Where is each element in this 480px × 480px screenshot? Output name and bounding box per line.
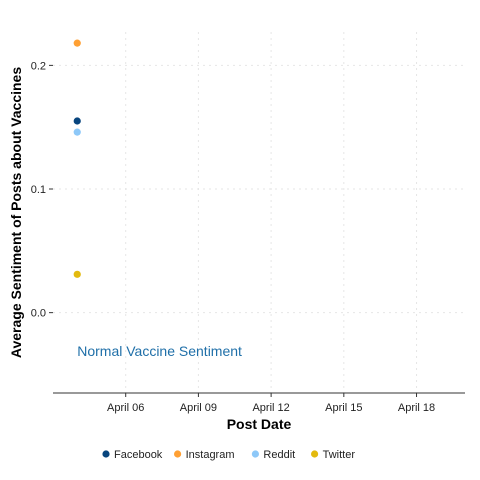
- legend: Facebook Instagram Reddit Twitter: [102, 449, 355, 461]
- grid-lines: [53, 32, 465, 393]
- legend-label-twitter: Twitter: [323, 449, 356, 461]
- y-tick-label: 0.2: [31, 60, 46, 72]
- legend-key-reddit: [251, 450, 259, 458]
- x-tick-label: April 15: [325, 402, 362, 414]
- legend-key-twitter: [311, 450, 319, 458]
- x-tick-label: April 06: [107, 402, 144, 414]
- legend-label-instagram: Instagram: [186, 449, 235, 461]
- x-axis-ticks: April 06 April 09 April 12 April 15 April 18: [107, 393, 435, 414]
- data-point-instagram: [73, 39, 81, 47]
- y-axis-title: Average Sentiment of Posts about Vaccine…: [8, 67, 24, 358]
- y-tick-label: 0.1: [31, 184, 46, 196]
- annotation-label: Normal Vaccine Sentiment: [77, 343, 242, 359]
- data-point-reddit: [73, 128, 81, 136]
- x-tick-label: April 09: [180, 402, 217, 414]
- annotations: Normal Vaccine Sentiment: [77, 343, 242, 359]
- data-points: [73, 39, 81, 278]
- legend-key-facebook: [102, 450, 110, 458]
- y-tick-label: 0.0: [31, 308, 46, 320]
- data-point-facebook: [73, 117, 81, 125]
- legend-label-facebook: Facebook: [114, 449, 163, 461]
- data-point-twitter: [73, 270, 81, 278]
- x-tick-label: April 12: [252, 402, 289, 414]
- legend-key-instagram: [174, 450, 182, 458]
- legend-label-reddit: Reddit: [263, 449, 295, 461]
- x-tick-label: April 18: [398, 402, 435, 414]
- x-axis-title: Post Date: [227, 416, 292, 432]
- y-axis-ticks: 0.0 0.1 0.2: [31, 60, 53, 320]
